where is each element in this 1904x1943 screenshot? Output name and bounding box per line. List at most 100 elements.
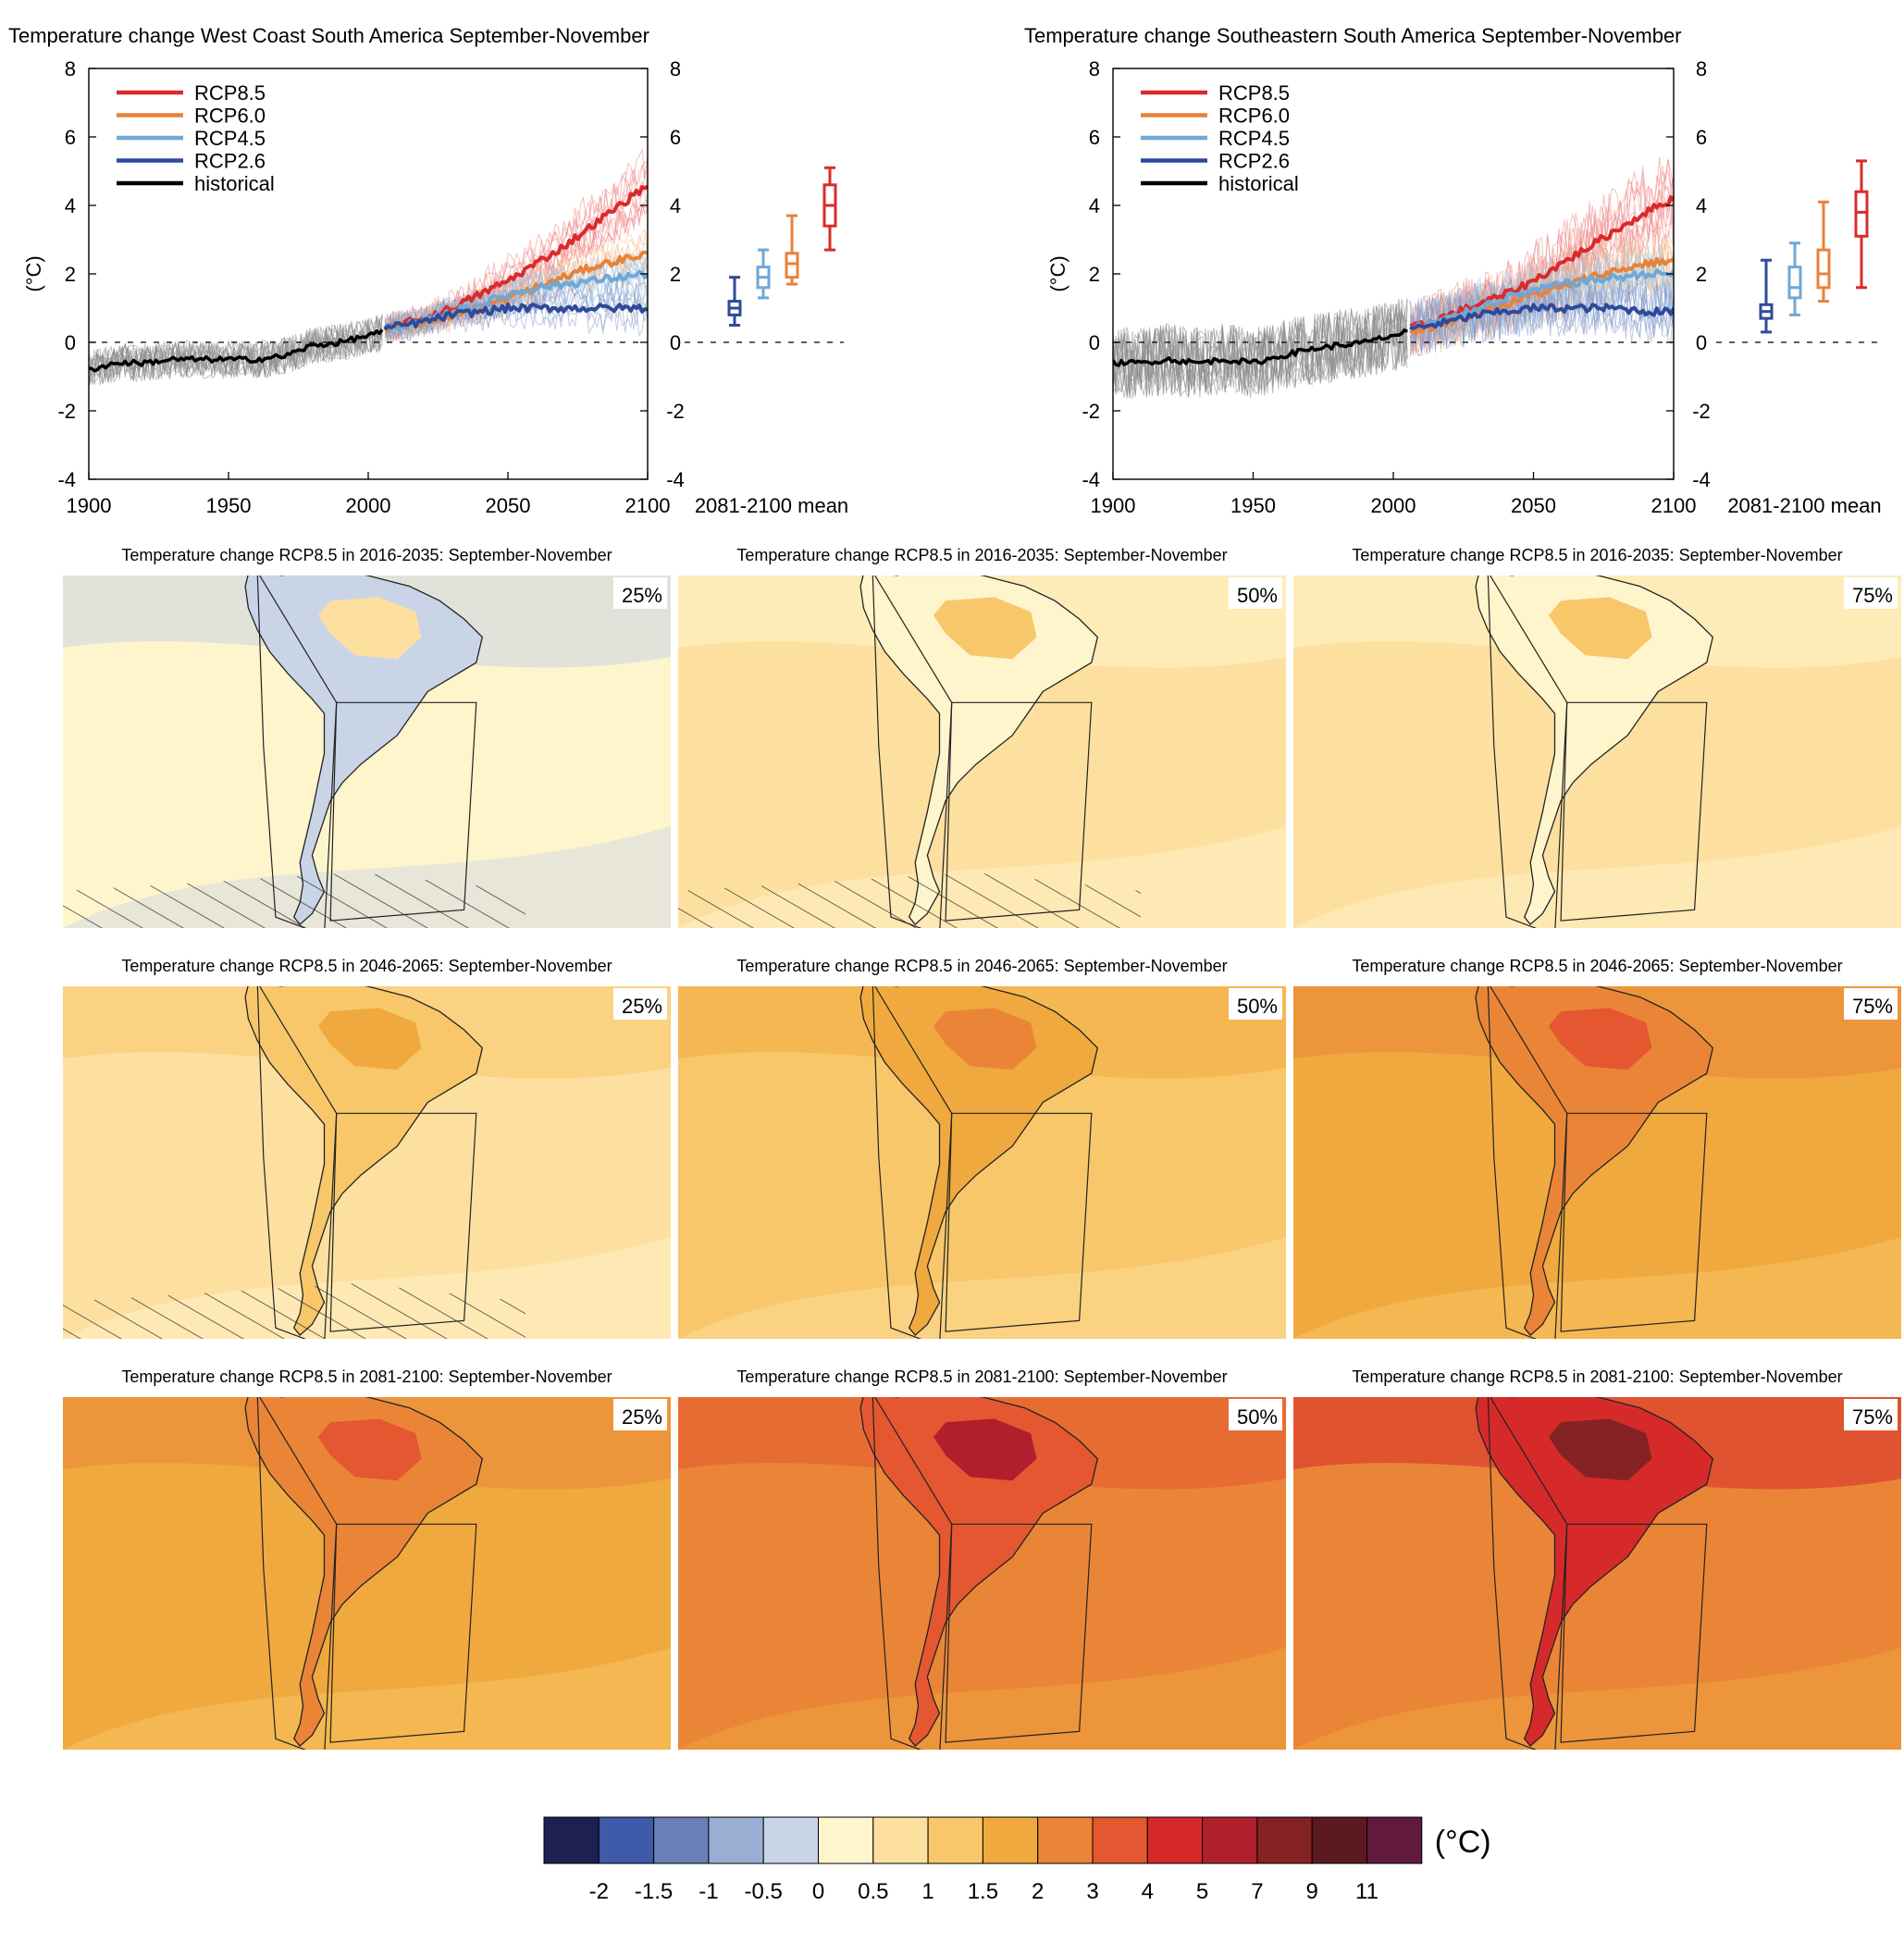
colorbar-swatch: [653, 1816, 710, 1864]
y-axis-label: (°C): [22, 255, 45, 291]
historical-member: [89, 316, 383, 384]
scenario-member: [1409, 156, 1674, 352]
land-field-core: [317, 597, 422, 660]
boxplot-RCP8.5: [822, 166, 837, 252]
map-field: [1293, 986, 1901, 1339]
coastline: [244, 1397, 484, 1748]
historical-member: [89, 314, 383, 383]
region-box-southeast: [945, 1523, 1093, 1743]
y-tick-label-left: 0: [1089, 331, 1100, 354]
map-field: [678, 986, 1286, 1339]
colorbar-unit: (°C): [1435, 1825, 1491, 1860]
region-box-west-coast: [872, 986, 953, 1339]
percentile-box: [1844, 577, 1898, 609]
historical-member: [89, 318, 383, 385]
series-line-historical: [1113, 328, 1408, 367]
series-line-RCP4.5: [383, 269, 648, 333]
percentile-box: [1229, 988, 1282, 1020]
percentile-label: 25%: [622, 995, 662, 1018]
y-tick-label-right: -4: [666, 468, 685, 491]
legend-label: RCP2.6: [1218, 150, 1290, 173]
map-field: [63, 1397, 671, 1750]
map-band-south: [678, 1648, 1286, 1750]
boxplot-label: 2081-2100 mean: [695, 494, 848, 517]
land-field-core: [317, 1418, 422, 1481]
legend-label: RCP6.0: [194, 105, 266, 128]
x-tick-label: 1950: [206, 494, 252, 517]
y-tick-label-right: 2: [670, 263, 681, 286]
historical-member: [1113, 311, 1408, 398]
boxplot-RCP2.6: [1759, 258, 1774, 334]
region-box-southeast: [1560, 1523, 1708, 1743]
map-panel: Temperature change RCP8.5 in 2046-2065: …: [678, 957, 1286, 1339]
coastline: [1475, 986, 1714, 1337]
land-field-core: [933, 1008, 1037, 1071]
x-tick-label: 2000: [346, 494, 391, 517]
coastline: [859, 1397, 1099, 1748]
colorbar-swatch: [1092, 1816, 1148, 1864]
land-field-core: [1548, 597, 1652, 660]
legend-label: historical: [194, 172, 275, 195]
land-field-core: [1548, 1418, 1652, 1481]
map-field: [1293, 1397, 1901, 1750]
map-title: Temperature change RCP8.5 in 2081-2100: …: [736, 1368, 1227, 1386]
colorbar-swatch: [818, 1816, 874, 1864]
colorbar-tick-label: 2: [1032, 1879, 1044, 1904]
y-tick-label-left: 8: [65, 57, 76, 80]
region-box-west-coast: [1487, 575, 1568, 928]
colorbar-swatch: [872, 1816, 929, 1864]
percentile-box: [613, 577, 667, 609]
colorbar-swatch: [1366, 1816, 1423, 1864]
land-field-core: [933, 597, 1037, 660]
coastline: [244, 986, 484, 1337]
y-tick-label-right: 8: [1696, 57, 1707, 80]
box-body: [785, 252, 799, 279]
x-tick-label: 2100: [625, 494, 671, 517]
map-title: Temperature change RCP8.5 in 2046-2065: …: [121, 957, 612, 975]
x-tick-label: 2050: [1511, 494, 1556, 517]
map-panel: Temperature change RCP8.5 in 2016-2035: …: [63, 546, 671, 928]
legend-label: historical: [1218, 172, 1299, 195]
map-band-south: [678, 1237, 1286, 1339]
region-box-southeast: [329, 1523, 477, 1743]
map-panel: Temperature change RCP8.5 in 2081-2100: …: [1293, 1368, 1901, 1750]
y-tick-label-left: -2: [1082, 400, 1100, 423]
colorbar-swatch: [1146, 1816, 1204, 1864]
region-box-west-coast: [872, 575, 953, 928]
y-tick-label-right: -2: [666, 400, 685, 423]
y-tick-label-right: -2: [1692, 400, 1711, 423]
map-title: Temperature change RCP8.5 in 2046-2065: …: [1352, 957, 1842, 975]
scenario-member: [1409, 285, 1674, 349]
colorbar-tick-label: 1: [921, 1879, 933, 1904]
region-box-southeast: [945, 1112, 1093, 1332]
percentile-box: [1229, 577, 1282, 609]
colorbar-swatch: [982, 1816, 1039, 1864]
colorbar-swatch: [1256, 1816, 1313, 1864]
timeseries-chart-0: Temperature change West Coast South Amer…: [8, 24, 848, 517]
legend-label: RCP2.6: [194, 150, 266, 173]
percentile-label: 75%: [1852, 1405, 1893, 1429]
map-band-south: [1293, 1237, 1901, 1339]
map-title: Temperature change RCP8.5 in 2081-2100: …: [1352, 1368, 1842, 1386]
region-box-southeast: [329, 701, 477, 922]
percentile-label: 50%: [1237, 584, 1278, 607]
x-tick-label: 1900: [1091, 494, 1136, 517]
boxplot-RCP6.0: [785, 214, 799, 286]
y-tick-label-right: 6: [670, 126, 681, 149]
map-band-south: [1293, 826, 1901, 928]
boxplot-RCP8.5: [1854, 159, 1869, 290]
boxplot-RCP4.5: [1787, 241, 1802, 316]
mean-series: [89, 184, 648, 373]
x-tick-label: 2100: [1651, 494, 1697, 517]
y-tick-label-right: 8: [670, 57, 681, 80]
series-line-historical: [89, 328, 384, 373]
y-tick-label-left: -2: [57, 400, 76, 423]
colorbar-swatch: [598, 1816, 655, 1864]
box-body: [1787, 266, 1802, 300]
map-title: Temperature change RCP8.5 in 2016-2035: …: [121, 546, 612, 564]
region-box-southeast: [945, 701, 1093, 922]
y-tick-label-right: 4: [670, 194, 681, 217]
map-title: Temperature change RCP8.5 in 2016-2035: …: [1352, 546, 1842, 564]
boxplot-RCP4.5: [756, 248, 771, 300]
